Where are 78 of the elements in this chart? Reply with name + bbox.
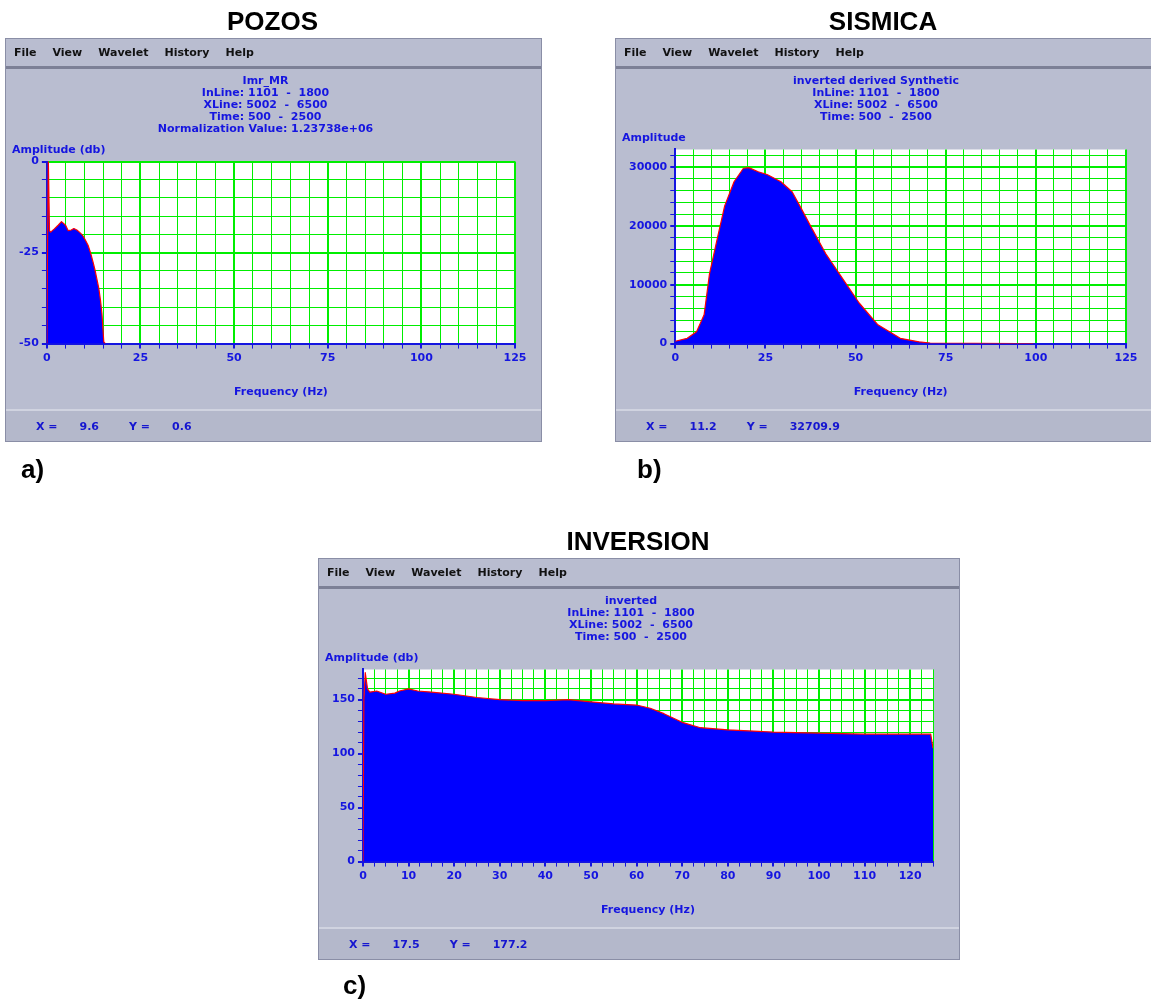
text: 177.2 [492, 937, 528, 951]
x-tick-label: 100 [807, 869, 831, 883]
chart-subtitle: inverted InLine: 1101 - 1800 XLine: 5002 - 6500 Time: 500 - 2500 [567, 593, 696, 644]
text: Help [538, 566, 567, 579]
y-tick-label: 0 [31, 154, 40, 168]
text: Wavelet [411, 566, 462, 579]
x-axis-title: Frequency (Hz) [233, 385, 328, 399]
y-axis-title: Amplitude (db) [325, 650, 419, 664]
text: 32709.9 [789, 419, 840, 433]
chart-title: INVERSION [565, 526, 711, 557]
x-tick-label: 30 [492, 869, 508, 883]
text: Y = [449, 937, 471, 951]
text: View [662, 46, 693, 59]
y-tick-label: 50 [339, 800, 356, 814]
x-tick-label: 0 [43, 351, 52, 365]
x-tick-label: 50 [583, 869, 599, 883]
text: 0.6 [172, 419, 192, 433]
x-tick-label: 60 [628, 869, 645, 883]
x-tick-label: 20 [446, 869, 463, 883]
x-tick-label: 125 [503, 351, 527, 365]
text: History [774, 46, 820, 59]
x-tick-label: 75 [938, 351, 954, 365]
text: Help [835, 46, 864, 59]
y-tick-label: 150 [331, 692, 356, 706]
x-tick-label: 25 [757, 351, 774, 365]
text: 11.2 [689, 419, 717, 433]
y-axis-title: Amplitude (db) [12, 142, 106, 156]
x-tick-label: 80 [720, 869, 736, 883]
x-tick-label: 40 [537, 869, 554, 883]
chart-subtitle: inverted derived Synthetic InLine: 1101 - 1800 XLine: 5002 - 6500 Time: 500 - 2500 [793, 73, 959, 124]
x-tick-label: 125 [1114, 351, 1138, 365]
text: X = [349, 937, 371, 951]
y-tick-label: 30000 [628, 159, 668, 173]
x-axis-title: Frequency (Hz) [853, 385, 948, 399]
text: History [477, 566, 523, 579]
y-tick-label: 0 [659, 336, 668, 350]
x-tick-label: 0 [671, 351, 680, 365]
text: Y = [129, 419, 151, 433]
text: History [164, 46, 210, 59]
text: Wavelet [708, 46, 759, 59]
text: X = [36, 419, 58, 433]
chart-title: SISMICA [827, 6, 939, 37]
text: File [624, 46, 647, 59]
text: Wavelet [98, 46, 149, 59]
x-tick-label: 50 [847, 351, 864, 365]
text: View [52, 46, 83, 59]
x-tick-label: 50 [226, 351, 243, 365]
x-tick-label: 100 [409, 351, 434, 365]
text: File [327, 566, 350, 579]
x-tick-label: 75 [320, 351, 336, 365]
text: X = [646, 419, 668, 433]
text: Help [225, 46, 254, 59]
text: a) [21, 454, 45, 485]
chart-title: POZOS [226, 6, 319, 37]
x-tick-label: 0 [359, 869, 368, 883]
text: 17.5 [392, 937, 420, 951]
text: View [365, 566, 396, 579]
y-tick-label: 20000 [628, 218, 668, 232]
x-tick-label: 100 [1024, 351, 1048, 365]
text: Y = [746, 419, 768, 433]
x-tick-label: 90 [765, 869, 782, 883]
text: b) [637, 454, 662, 485]
x-tick-label: 10 [400, 869, 417, 883]
x-axis-title: Frequency (Hz) [601, 903, 695, 917]
text: File [14, 46, 37, 59]
y-tick-label: -50 [19, 336, 40, 350]
chart-subtitle: Imr_MR InLine: 1101 - 1800 XLine: 5002 - 6500 Time: 500 - 2500 Normalization Value: 1.23738e+06 [157, 73, 374, 136]
y-tick-label: 0 [347, 854, 356, 868]
text: 9.6 [79, 419, 100, 433]
y-axis-title: Amplitude [622, 130, 686, 144]
text: c) [343, 970, 367, 1001]
x-tick-label: 70 [674, 869, 691, 883]
x-tick-label: 110 [853, 869, 877, 883]
y-tick-label: -25 [19, 245, 39, 259]
x-tick-label: 25 [132, 351, 149, 365]
y-tick-label: 10000 [628, 277, 668, 291]
x-tick-label: 120 [898, 869, 923, 883]
y-tick-label: 100 [331, 746, 356, 760]
